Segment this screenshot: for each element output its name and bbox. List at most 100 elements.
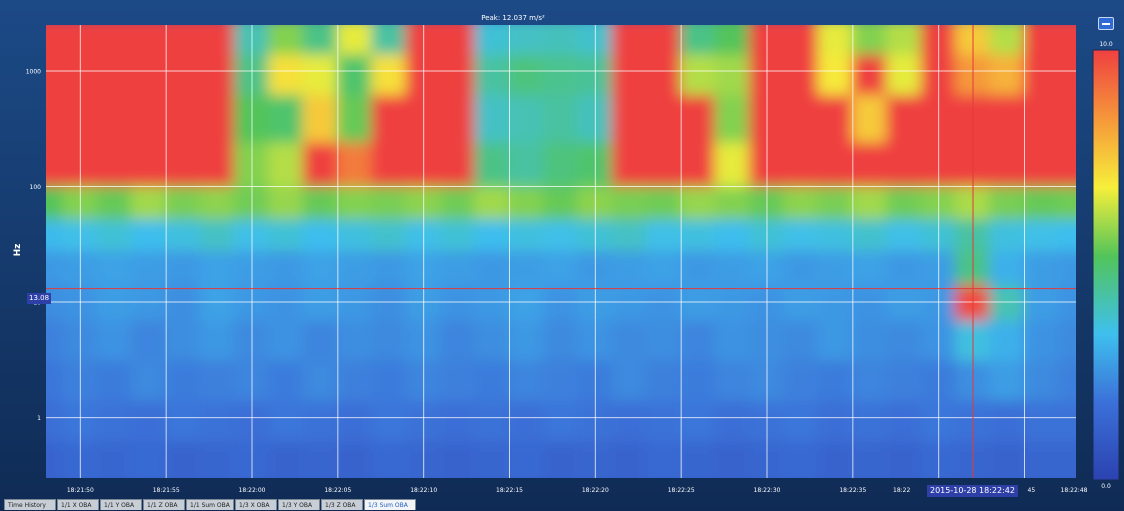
heatmap-cell [542,439,580,478]
heatmap-cell [336,184,374,220]
heatmap-cell [439,92,477,143]
heatmap-cell [165,140,202,187]
heatmap-cell [508,25,545,55]
heatmap-cell [783,140,820,187]
heatmap-cell [714,358,751,402]
heatmap-cell [817,318,854,361]
x-tick-label: 18:22:00 [239,487,266,494]
heatmap-cell [1023,25,1060,55]
heatmap-cell [371,25,408,55]
heatmap-cell [371,184,408,220]
heatmap-cell [645,140,683,187]
minimize-icon[interactable] [1098,17,1114,30]
heatmap-cell [439,358,477,402]
heatmap-cell [439,439,477,478]
heatmap-cell [1023,399,1060,442]
heatmap-cell [130,358,168,402]
tab-1-1-sum-oba[interactable]: 1/1 Sum OBA [186,499,234,510]
heatmap-cell [46,140,65,187]
heatmap-cell [645,25,683,55]
heatmap-cell [439,399,477,442]
heatmap-cell [371,358,408,402]
heatmap-cell [886,184,923,220]
heatmap-cell [680,439,717,478]
heatmap-cell [1057,318,1076,361]
heatmap-cell [302,439,339,478]
heatmap-cell [1057,399,1076,442]
heatmap-cell [817,217,854,251]
heatmap-cell [851,248,889,286]
heatmap-cell [268,358,305,402]
heatmap-cell [199,184,236,220]
heatmap-cell [336,217,374,251]
heatmap-cell [199,217,236,251]
heatmap-cell [851,358,889,402]
heatmap-cell [371,217,408,251]
tab-1-3-x-oba[interactable]: 1/3 X OBA [235,499,277,510]
heatmap-cell [714,399,751,442]
heatmap-cell [130,318,168,361]
heatmap-cell [886,140,923,187]
heatmap-cell [96,92,133,143]
heatmap-cell [474,25,511,55]
heatmap-cell [165,25,202,55]
heatmap-cell [989,217,1026,251]
tab-time-history[interactable]: Time History [4,499,56,510]
heatmap-cell [474,52,511,95]
heatmap-cell [817,25,854,55]
heatmap-cell [96,248,133,286]
heatmap-cell [886,217,923,251]
heatmap-cell [268,25,305,55]
heatmap-cell [1057,217,1076,251]
x-tick-label: 18:22:15 [496,487,523,494]
heatmap-cell [714,52,751,95]
heatmap-cell [96,25,133,55]
heatmap-cell [474,92,511,143]
heatmap-cell [886,25,923,55]
heatmap-cell [474,439,511,478]
x-tick-label: 18:22:10 [410,487,437,494]
heatmap-cell [645,318,683,361]
heatmap-cell [783,439,820,478]
tab-1-1-z-oba[interactable]: 1/1 Z OBA [143,499,185,510]
heatmap-cell [989,318,1026,361]
heatmap-cell [542,184,580,220]
tab-1-3-sum-oba[interactable]: 1/3 Sum OBA [364,499,416,510]
heatmap-cell [817,248,854,286]
heatmap-cell [165,52,202,95]
tab-1-3-z-oba[interactable]: 1/3 Z OBA [321,499,363,510]
heatmap-cell [851,140,889,187]
heatmap-cell [302,184,339,220]
heatmap-cell [46,439,65,478]
heatmap-cell [611,217,648,251]
heatmap-cell [268,248,305,286]
heatmap-cell [1023,92,1060,143]
heatmap-cell [302,399,339,442]
heatmap-cell [130,217,168,251]
heatmap-cell [783,52,820,95]
heatmap-cell [371,248,408,286]
tab-1-1-x-oba[interactable]: 1/1 X OBA [57,499,99,510]
heatmap-cell [1023,318,1060,361]
heatmap-cell [645,399,683,442]
heatmap-cell [165,92,202,143]
heatmap-cell [817,184,854,220]
heatmap-cell [199,439,236,478]
heatmap-cell [336,358,374,402]
y-tick-label: 100 [30,184,42,191]
heatmap-cell [268,52,305,95]
tab-1-1-y-oba[interactable]: 1/1 Y OBA [100,499,142,510]
heatmap-cell [886,318,923,361]
heatmap-cell [336,92,374,143]
heatmap-cell [439,318,477,361]
heatmap-cell [165,248,202,286]
heatmap-cell [714,25,751,55]
x-tick-label: 18:22:35 [839,487,866,494]
heatmap-cell [645,92,683,143]
heatmap-cell [96,140,133,187]
tab-1-3-y-oba[interactable]: 1/3 Y OBA [278,499,320,510]
heatmap-cell [611,248,648,286]
heatmap-cell [268,92,305,143]
heatmap-cell [611,439,648,478]
